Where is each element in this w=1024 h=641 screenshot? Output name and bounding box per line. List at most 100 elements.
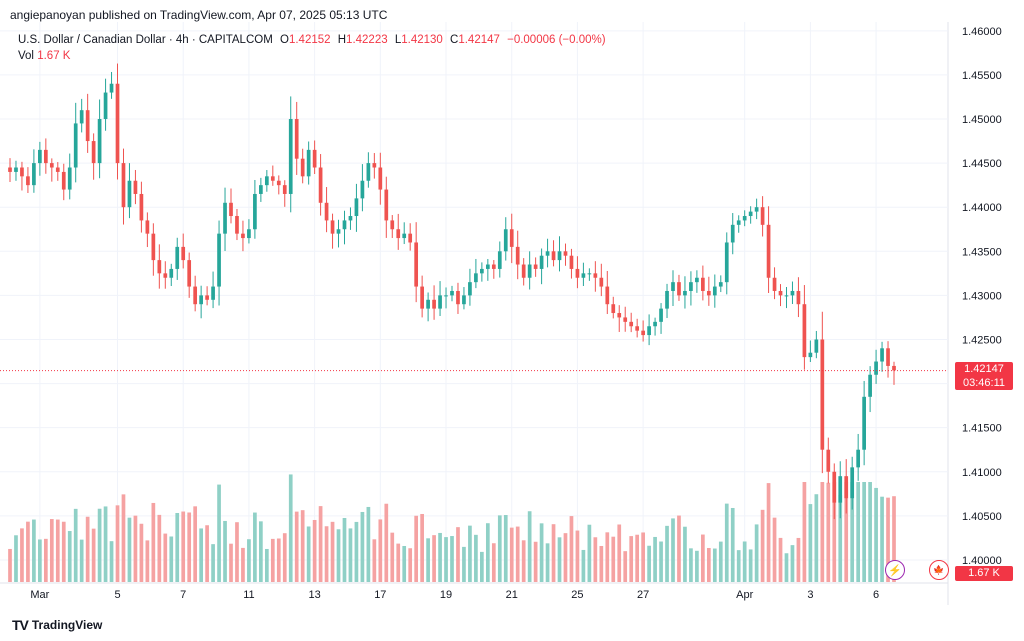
symbol-name[interactable]: U.S. Dollar / Canadian Dollar · 4h · CAP… [18, 34, 273, 46]
x-tick-label: 13 [308, 589, 320, 601]
volume-bar [67, 531, 72, 582]
volume-bar [706, 547, 711, 582]
vol-value: 1.67 K [37, 50, 71, 62]
volume-bar [563, 533, 568, 582]
current-price-badge: 1.42147 03:46:11 [955, 362, 1013, 390]
y-tick-label: 1.45000 [962, 114, 1002, 126]
price-axis[interactable]: 1.46000 1.45500 1.45000 1.44500 1.44000 1.435… [962, 26, 1002, 567]
volume-bar [515, 526, 520, 582]
volume-bar [545, 543, 550, 582]
volume-bar [575, 530, 580, 582]
candle-body [808, 352, 813, 358]
volume-bar [217, 484, 221, 582]
candle-body [73, 123, 78, 168]
volume-bar [527, 511, 532, 582]
candle-body [491, 264, 496, 269]
candle-body [253, 193, 257, 230]
volume-bar [497, 515, 502, 582]
volume-bar [163, 533, 168, 582]
volume-legend: Vol 1.67 K [18, 50, 70, 62]
volume-badge: 1.67 K [955, 566, 1013, 581]
volume-bar [43, 538, 48, 582]
candle-body [874, 361, 878, 375]
y-tick-label: 1.44500 [962, 158, 1002, 170]
volume-bar [169, 536, 174, 582]
change-value: −0.00006 (−0.00%) [507, 34, 606, 46]
volume-bar [521, 540, 526, 582]
candle-body [605, 286, 610, 305]
close-label: C [450, 34, 459, 46]
time-axis[interactable]: Mar 5 7 11 13 17 19 21 25 27 Apr 3 6 [30, 589, 879, 601]
volume-bar [366, 506, 371, 582]
candle-body [521, 264, 526, 278]
candle-body [683, 290, 687, 296]
candle-body [49, 163, 54, 168]
candle-body [229, 202, 233, 217]
volume-bar [390, 532, 395, 582]
volume-bar [742, 541, 747, 582]
flash-icon[interactable]: ⚡ [885, 560, 905, 580]
volume-bar [8, 548, 12, 582]
candle-body [157, 260, 162, 274]
candle-body [480, 268, 484, 274]
y-tick-label: 1.46000 [962, 26, 1002, 38]
candle-body [264, 176, 269, 186]
canada-flag-icon[interactable]: 🍁 [929, 560, 949, 580]
volume-bar [247, 539, 251, 582]
low-label: L [394, 34, 402, 46]
candle-body [43, 149, 48, 164]
volume-bar [229, 543, 233, 582]
volume-bar [832, 482, 837, 582]
volume-bar [264, 548, 269, 582]
volume-bar [420, 513, 424, 582]
candle-body [79, 110, 84, 124]
volume-bar [468, 525, 472, 582]
open-label: O [280, 34, 289, 46]
candle-body [742, 216, 747, 221]
candle-body [754, 207, 759, 212]
volume-bar [408, 548, 413, 582]
candle-body [623, 317, 628, 322]
candle-body [832, 471, 837, 503]
volume-bar [599, 545, 604, 582]
candle-body [163, 273, 168, 278]
candle-body [139, 193, 144, 221]
x-tick-label: 17 [374, 589, 386, 601]
volume-bar [718, 541, 723, 582]
volume-bar [121, 494, 126, 582]
candle-body [294, 119, 299, 159]
candle-body [641, 330, 645, 336]
candle-body [372, 163, 377, 168]
candle-body [575, 268, 580, 278]
candle-body [324, 202, 329, 221]
volume-bar [623, 551, 628, 582]
volume-bar [850, 482, 855, 582]
candle-body [826, 449, 831, 472]
volume-bar [55, 519, 60, 582]
volume-bar [790, 545, 795, 582]
volume-bar [26, 521, 30, 582]
volume-bar [193, 506, 198, 582]
volume-bar [683, 526, 687, 582]
volume-bar [629, 536, 634, 582]
volume-bar [294, 511, 299, 582]
volume-bar [115, 505, 120, 582]
volume-bar [38, 539, 42, 582]
candle-body [354, 198, 359, 217]
volume-bar [569, 516, 574, 582]
volume-bar [312, 519, 317, 582]
volume-bar [796, 537, 801, 582]
volume-bar [32, 519, 36, 582]
candle-body [647, 326, 651, 336]
volume-bar [438, 532, 442, 582]
candle-body [145, 220, 150, 234]
candle-body [318, 167, 323, 203]
volume-bar [402, 545, 407, 582]
candle-body [456, 290, 460, 305]
candle-body [635, 326, 640, 331]
volume-bar [503, 515, 508, 582]
candle-body [444, 295, 448, 297]
volume-bar [814, 494, 819, 582]
footer-brand[interactable]: TV TradingView [12, 617, 102, 633]
